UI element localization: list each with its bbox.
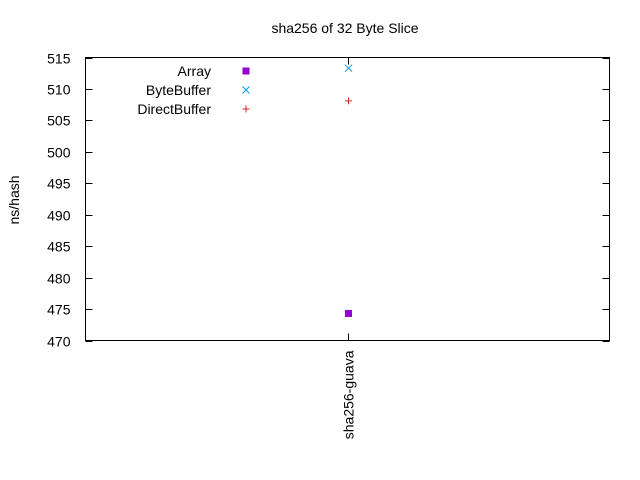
data-point-bytebuffer xyxy=(344,64,353,73)
y-axis-label: ns/hash xyxy=(6,175,22,224)
x-tick-label: sha256-guava xyxy=(341,350,357,439)
legend: Array ByteBuffer DirectBuffer xyxy=(137,63,250,117)
y-tick-label: 470 xyxy=(47,334,71,350)
data-points xyxy=(344,64,353,317)
y-tick-label: 475 xyxy=(47,302,71,318)
y-tick-label: 515 xyxy=(47,51,71,67)
x-axis: sha256-guava xyxy=(341,57,357,439)
legend-marker-bytebuffer xyxy=(242,86,250,94)
legend-label: DirectBuffer xyxy=(137,101,211,117)
y-tick-label: 510 xyxy=(47,82,71,98)
y-tick-label: 505 xyxy=(47,113,71,129)
legend-marker-array xyxy=(242,67,250,75)
y-tick-label: 480 xyxy=(47,271,71,287)
y-axis: 470 475 480 485 490 495 500 505 510 515 xyxy=(47,51,610,350)
y-tick-label: 490 xyxy=(47,208,71,224)
y-tick-label: 500 xyxy=(47,145,71,161)
chart-title: sha256 of 32 Byte Slice xyxy=(271,20,418,36)
legend-label: ByteBuffer xyxy=(146,82,211,98)
plot-frame xyxy=(85,57,610,341)
legend-label: Array xyxy=(178,63,211,79)
legend-marker-directbuffer xyxy=(242,105,250,113)
data-point-directbuffer xyxy=(345,97,352,105)
data-point-array xyxy=(345,309,352,317)
y-tick-label: 495 xyxy=(47,176,71,192)
y-tick-label: 485 xyxy=(47,239,71,255)
